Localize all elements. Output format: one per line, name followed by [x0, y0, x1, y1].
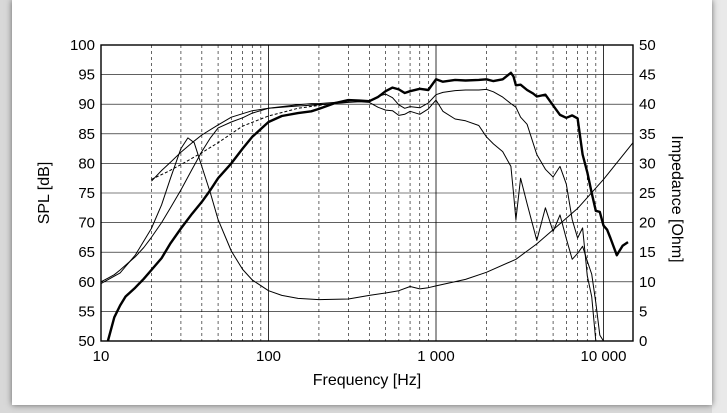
y2-tick-label: 30	[639, 155, 656, 172]
y2-tick-label: 5	[639, 303, 647, 320]
y-tick-label: 75	[78, 185, 95, 202]
y2-axis-title: Impedance [Ohm]	[668, 135, 685, 262]
series-line-2	[100, 88, 597, 342]
y-tick-label: 70	[78, 215, 95, 232]
y-tick-label: 90	[78, 96, 95, 113]
x-tick-label: 10 000	[581, 348, 627, 365]
y-tick-label: 50	[78, 333, 95, 350]
y-tick-label: 60	[78, 274, 95, 291]
x-tick-label: 10	[93, 348, 110, 365]
y-tick-label: 100	[70, 37, 95, 54]
y-tick-label: 80	[78, 155, 95, 172]
plot-frame	[100, 44, 634, 342]
y2-tick-label: 20	[639, 215, 656, 232]
series-line-3	[151, 99, 604, 342]
y-tick-label: 85	[78, 126, 95, 143]
y2-tick-label: 15	[639, 244, 656, 261]
grid	[101, 45, 633, 341]
background-window-fragment	[712, 0, 727, 413]
y2-tick-label: 10	[639, 274, 656, 291]
y-tick-label: 95	[78, 67, 95, 84]
x-tick-label: 1 000	[417, 348, 455, 365]
y-tick-label: 55	[78, 303, 95, 320]
y2-tick-label: 45	[639, 67, 656, 84]
tick-labels: 50 55 60 65 70 75 80 85 90 95 100 0 5 10 15 20 25 30 35 40 4…	[70, 37, 656, 365]
series-line-4	[151, 101, 349, 180]
x-axis-title: Frequency [Hz]	[313, 372, 421, 389]
series-line-1	[106, 71, 629, 342]
y2-tick-label: 50	[639, 37, 656, 54]
y2-tick-label: 0	[639, 333, 647, 350]
x-tick-label: 100	[256, 348, 281, 365]
y2-tick-label: 40	[639, 96, 656, 113]
y2-tick-label: 35	[639, 126, 656, 143]
y-axis-title: SPL [dB]	[36, 162, 53, 225]
y-tick-label: 65	[78, 244, 95, 261]
y2-tick-label: 25	[639, 185, 656, 202]
series-group	[100, 71, 634, 342]
series-line-5	[100, 137, 634, 301]
